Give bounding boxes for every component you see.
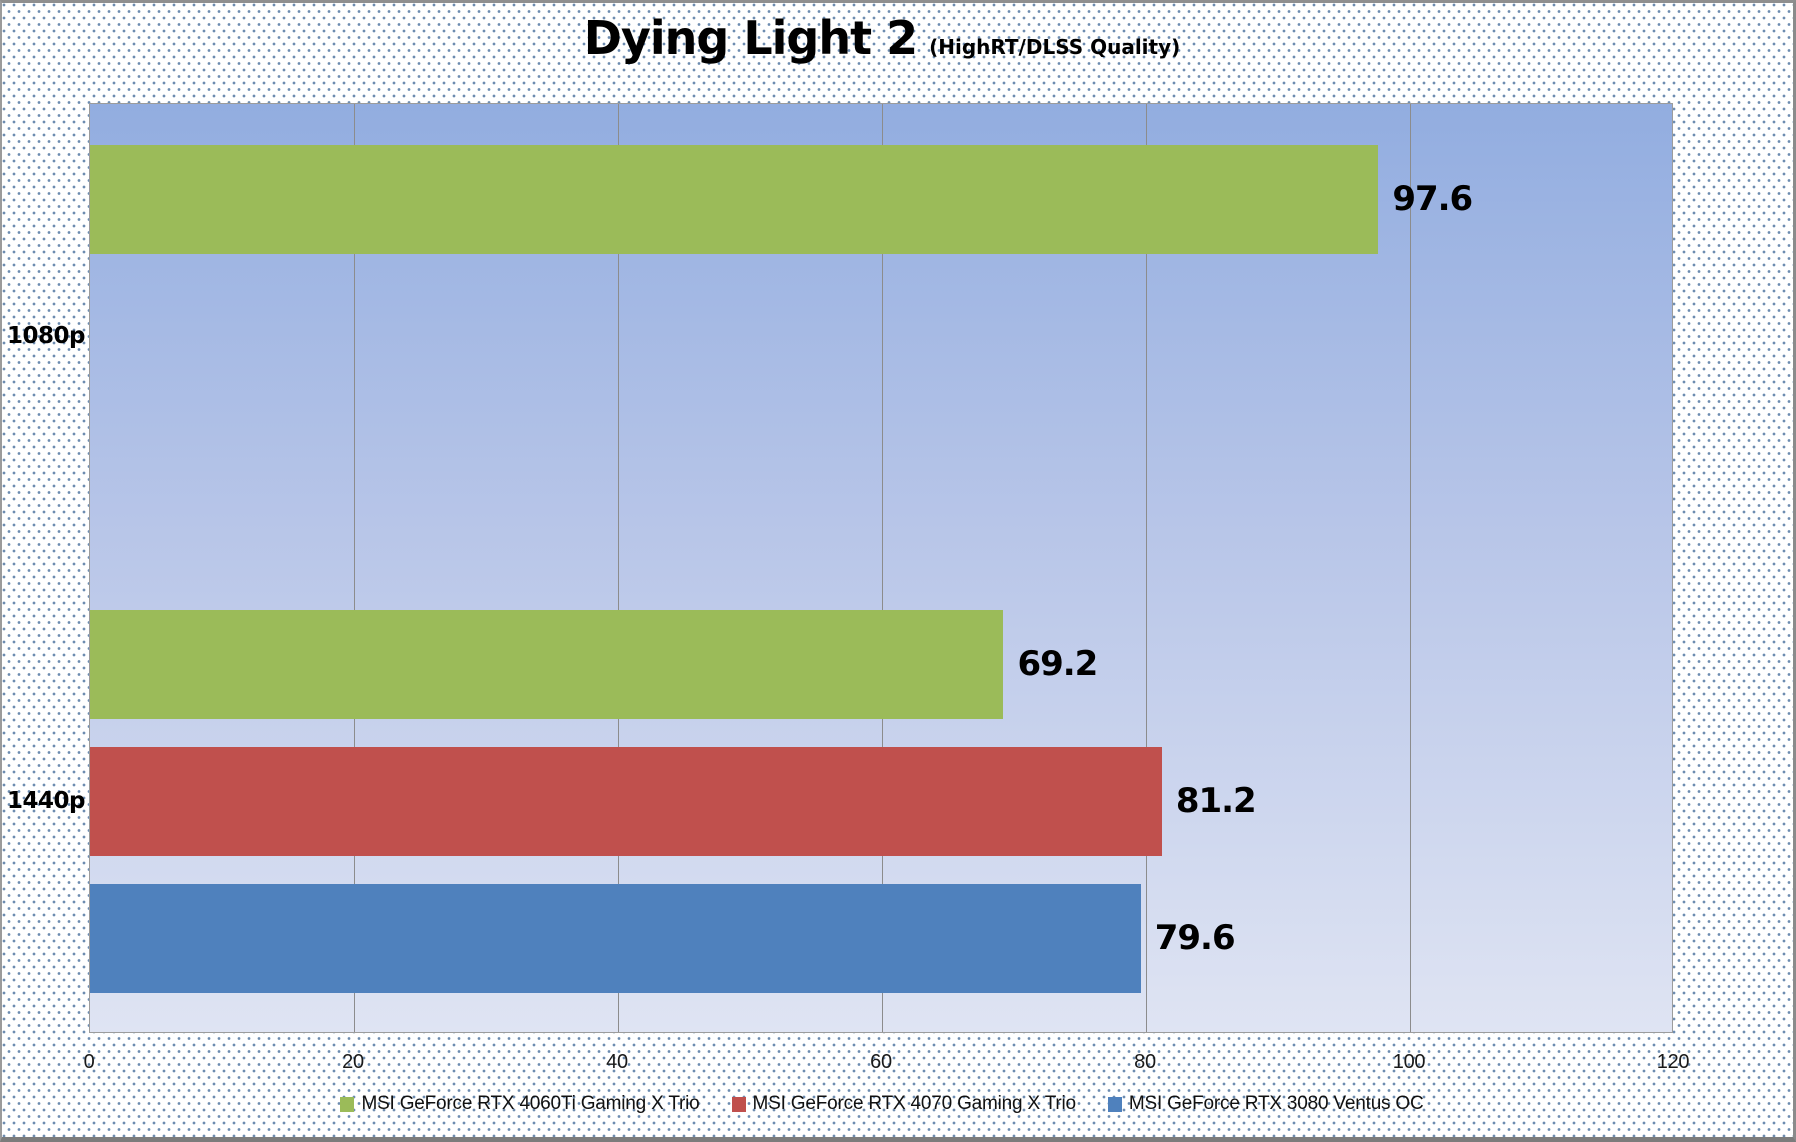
bar-1440p-series-3: [90, 884, 1141, 993]
legend-item-2: MSI GeForce RTX 4070 Gaming X Trio: [731, 1093, 1077, 1115]
x-tick-label-40: 40: [606, 1051, 628, 1073]
bar-value-label: 81.2: [1175, 781, 1257, 821]
legend-swatch-icon: [1107, 1096, 1122, 1112]
chart-title-block: Dying Light 2 (HighRT/DLSS Quality): [2, 11, 1762, 65]
gridline-x-80: [1146, 104, 1147, 1032]
category-label-1080p: 1080p: [7, 322, 85, 349]
legend-label: MSI GeForce RTX 4060Ti Gaming X Trio: [361, 1093, 700, 1114]
plot-area: 97.6 69.2 81.2 79.6: [89, 103, 1673, 1033]
legend-label: MSI GeForce RTX 3080 Ventus OC: [1128, 1093, 1424, 1114]
x-tick-label-80: 80: [1134, 1051, 1156, 1073]
bar-1440p-series-1: [90, 610, 1004, 719]
legend-label: MSI GeForce RTX 4070 Gaming X Trio: [752, 1093, 1077, 1114]
x-tick-label-120: 120: [1656, 1051, 1690, 1073]
chart-legend: MSI GeForce RTX 4060Ti Gaming X Trio MSI …: [2, 1093, 1762, 1115]
bar-1080p-series-1: [90, 145, 1379, 254]
legend-swatch-icon: [340, 1096, 355, 1112]
x-tick-label-60: 60: [870, 1051, 892, 1073]
legend-item-1: MSI GeForce RTX 4060Ti Gaming X Trio: [340, 1093, 700, 1115]
x-tick-label-20: 20: [342, 1051, 364, 1073]
legend-item-3: MSI GeForce RTX 3080 Ventus OC: [1107, 1093, 1424, 1115]
bar-value-label: 97.6: [1392, 179, 1473, 219]
chart-title: Dying Light 2: [583, 11, 918, 65]
x-tick-label-0: 0: [83, 1051, 95, 1073]
gridline-x-40: [618, 104, 619, 1032]
bar-1440p-series-2: [90, 747, 1162, 856]
x-tick-label-100: 100: [1392, 1051, 1426, 1073]
legend-swatch-icon: [731, 1096, 746, 1112]
bar-value-label: 79.6: [1154, 918, 1236, 958]
category-label-1440p: 1440p: [7, 787, 85, 814]
chart-subtitle: (HighRT/DLSS Quality): [929, 35, 1181, 59]
gridline-x-20: [354, 104, 355, 1032]
gridline-x-100: [1410, 104, 1411, 1032]
bar-value-label: 69.2: [1017, 644, 1098, 684]
gridline-x-60: [882, 104, 883, 1032]
